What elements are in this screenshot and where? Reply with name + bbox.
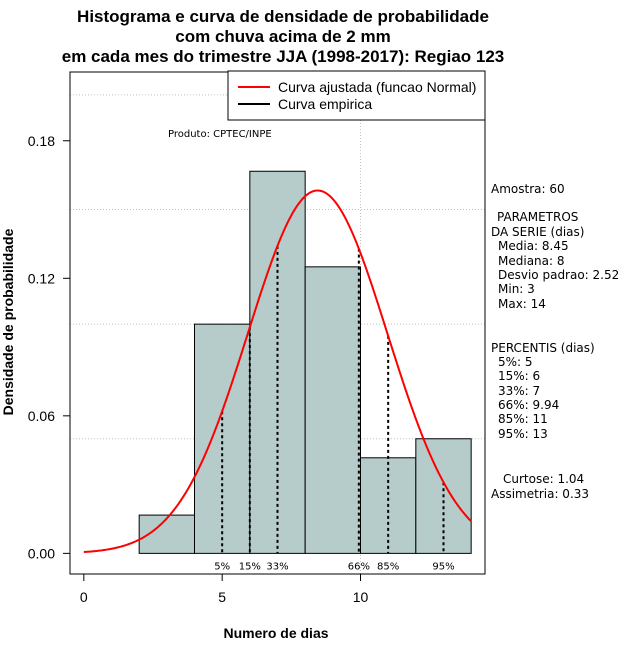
percentile-label: 15%: [239, 561, 261, 572]
x-tick-label: 0: [80, 589, 88, 605]
y-tick-label: 0.00: [28, 545, 55, 561]
stat-media: Media: 8.45: [498, 239, 569, 253]
y-tick-label: 0.06: [28, 408, 55, 424]
stat-amostra: Amostra: 60: [491, 182, 565, 196]
stat-p66: 66%: 9.94: [498, 398, 559, 412]
legend-box: [227, 70, 486, 121]
stat-p95: 95%: 13: [498, 427, 548, 441]
stat-p15: 15%: 6: [498, 369, 540, 383]
histogram-bars: [138, 170, 472, 554]
normal-fit-curve: [83, 189, 472, 554]
chart-title-line-1: Histograma e curva de densidade de proba…: [77, 7, 489, 26]
chart-title-line-3: em cada mes do trimestre JJA (1998-2017)…: [62, 47, 505, 66]
y-axis-label: Densidade de probabilidade: [0, 228, 16, 415]
stat-mediana: Mediana: 8: [498, 254, 565, 268]
producer-annotation: Produto: CPTEC/INPE: [168, 129, 272, 140]
stat-p5: 5%: 5: [498, 355, 533, 369]
x-tick-label: 5: [218, 589, 226, 605]
percentile-label: 66%: [348, 561, 370, 572]
chart-title-line-2: com chuva acima de 2 mm: [175, 27, 390, 46]
percentile-label: 95%: [432, 561, 454, 572]
histogram-bar: [304, 266, 361, 554]
stat-assimetria: Assimetria: 0.33: [491, 487, 589, 501]
stat-p33: 33%: 7: [498, 384, 540, 398]
legend-empirical-label: Curva empirica: [278, 96, 372, 112]
percentile-markers: 5% 15% 33% 66% 85% 95%: [214, 245, 455, 572]
x-axis-label: Numero de dias: [223, 625, 328, 641]
stat-min: Min: 3: [498, 282, 535, 296]
x-axis: 0 5 10: [80, 574, 369, 605]
stat-p85: 85%: 11: [498, 412, 548, 426]
legend: Curva ajustada (funcao Normal) Curva emp…: [227, 70, 486, 121]
x-tick-label: 10: [353, 589, 369, 605]
percentile-label: 33%: [266, 561, 288, 572]
stat-curtose: Curtose: 1.04: [503, 472, 584, 486]
stat-parametros-subtitle: DA SERIE (dias): [491, 225, 584, 239]
percentile-label: 5%: [214, 561, 230, 572]
stat-max: Max: 14: [498, 297, 546, 311]
stat-parametros-title: PARAMETROS: [497, 210, 578, 224]
legend-fitted-label: Curva ajustada (funcao Normal): [278, 79, 476, 95]
histogram-bar: [194, 323, 251, 554]
stats-panel: Amostra: 60 PARAMETROS DA SERIE (dias) M…: [491, 182, 619, 501]
percentile-label: 85%: [377, 561, 399, 572]
y-tick-label: 0.18: [28, 133, 55, 149]
stat-percentis-title: PERCENTIS (dias): [491, 341, 595, 355]
normal-curve-layer: [83, 189, 472, 554]
y-tick-label: 0.12: [28, 270, 55, 286]
y-axis: 0.00 0.06 0.12 0.18: [28, 133, 70, 561]
stat-desvio: Desvio padrao: 2.52: [498, 268, 619, 282]
